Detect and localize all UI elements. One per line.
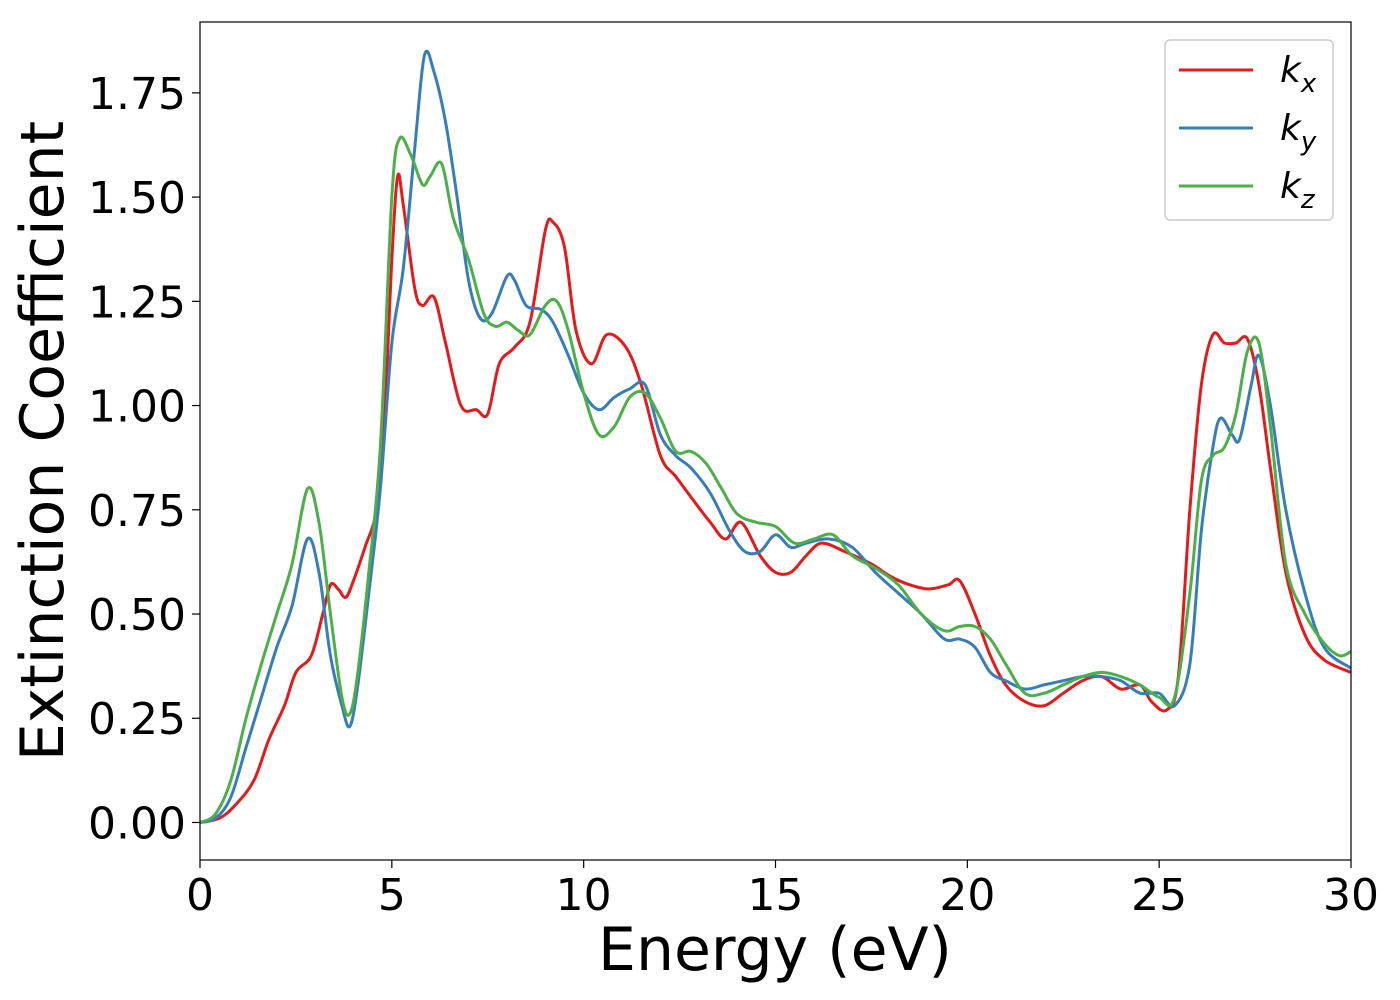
y-tick-label: 0.75: [88, 486, 186, 537]
legend-box: [1164, 39, 1334, 221]
legend-label-x: kx: [1280, 50, 1317, 99]
legend-label-z: kz: [1280, 166, 1316, 215]
y-tick-label: 0.00: [88, 798, 186, 849]
y-tick-label: 1.25: [88, 277, 186, 328]
y-tick-label: 0.25: [88, 694, 186, 745]
x-axis-title: Energy (eV): [598, 915, 952, 985]
y-tick-label: 0.50: [88, 590, 186, 641]
y-tick-label: 1.50: [88, 173, 186, 224]
x-tick-label: 10: [556, 870, 612, 921]
y-tick-label: 1.00: [88, 382, 186, 433]
x-tick-label: 30: [1323, 870, 1379, 921]
legend: kx ky kz: [1164, 39, 1334, 221]
x-tick-label: 25: [1131, 870, 1187, 921]
x-tick-label: 5: [378, 870, 406, 921]
x-tick-label: 0: [186, 870, 214, 921]
series-line-y: [200, 49, 1351, 824]
x-tick-label: 15: [748, 870, 804, 921]
series-line-z: [200, 135, 1351, 824]
y-axis-title: Extinction Coefficient: [8, 121, 78, 761]
series-line-x: [200, 172, 1351, 824]
x-axis: 0 5 10 15 20 25 30: [186, 860, 1379, 921]
y-tick-label: 1.75: [88, 69, 186, 120]
x-tick-label: 20: [939, 870, 995, 921]
y-axis: 0.00 0.25 0.50 0.75 1.00 1.25 1.50 1.75: [88, 69, 200, 849]
series-lines: [200, 49, 1351, 824]
legend-label-y: ky: [1280, 108, 1317, 157]
